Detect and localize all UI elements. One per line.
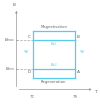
Text: $T_H$: $T_H$	[72, 93, 78, 101]
Text: $T_C$: $T_C$	[29, 93, 36, 101]
Text: Magnetisation: Magnetisation	[40, 25, 67, 29]
Text: B: B	[77, 35, 80, 39]
Text: $q_B$: $q_B$	[79, 48, 85, 56]
Text: $B_{min}$: $B_{min}$	[5, 66, 15, 73]
Text: D: D	[28, 70, 31, 74]
Text: $Bc_1$: $Bc_1$	[50, 41, 58, 48]
Text: A: A	[77, 70, 80, 74]
Text: B: B	[13, 3, 16, 7]
Text: $Bc_2$: $Bc_2$	[50, 61, 58, 69]
Text: T: T	[94, 90, 96, 94]
Text: C: C	[28, 35, 31, 39]
Text: $q_A$: $q_A$	[23, 48, 29, 56]
Text: Regeneration: Regeneration	[41, 80, 66, 84]
Text: $B_{max}$: $B_{max}$	[4, 36, 15, 44]
